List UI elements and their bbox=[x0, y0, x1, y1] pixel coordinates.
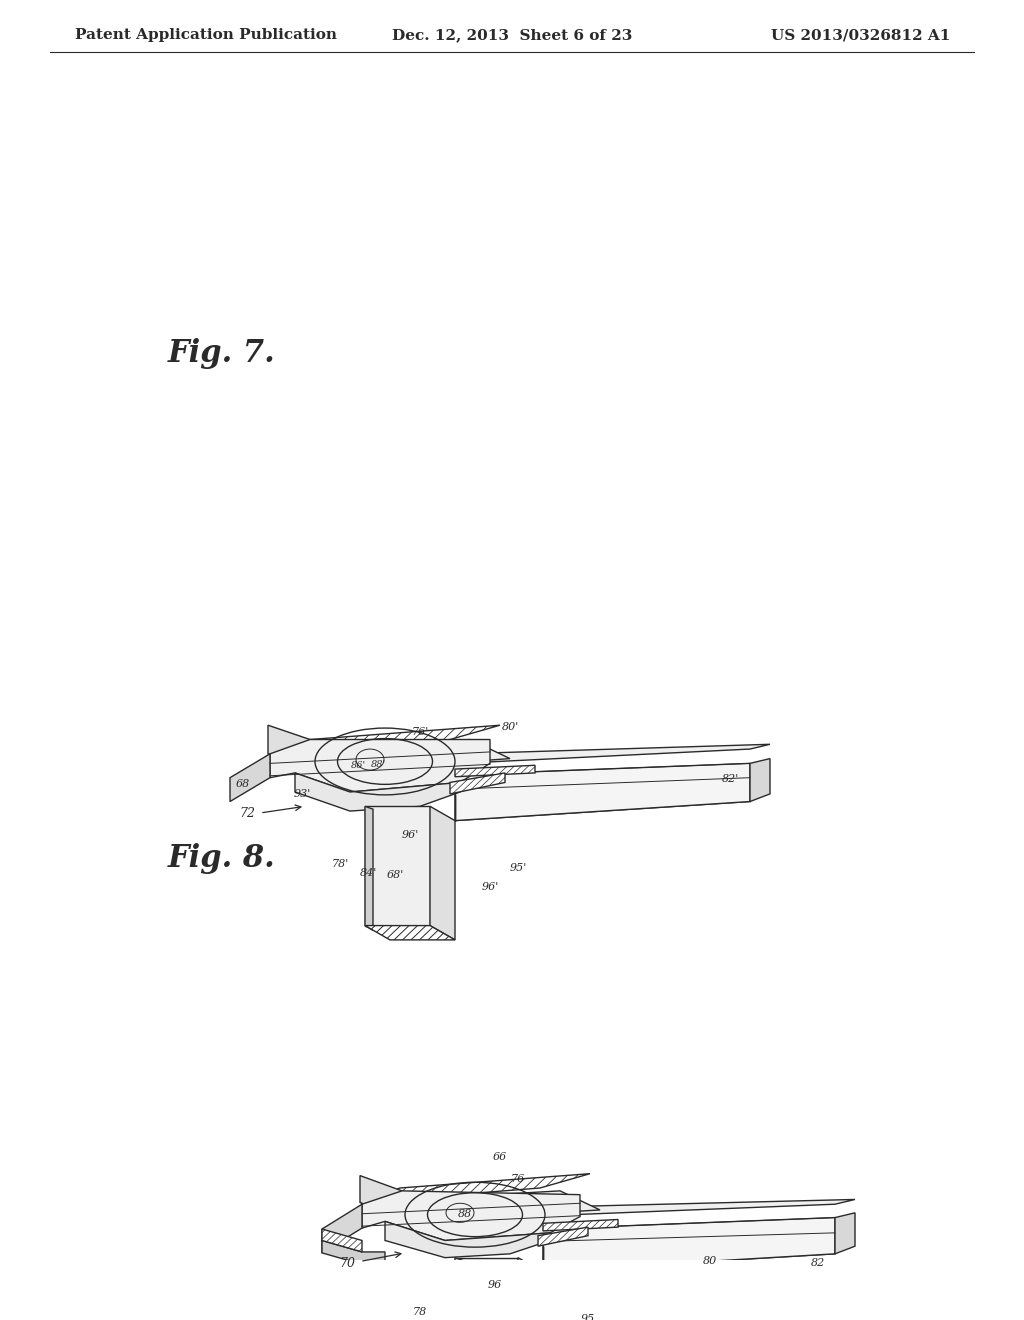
Polygon shape bbox=[385, 1221, 550, 1258]
Polygon shape bbox=[268, 739, 510, 774]
Text: 82': 82' bbox=[721, 774, 738, 784]
Polygon shape bbox=[450, 774, 505, 793]
Polygon shape bbox=[268, 725, 310, 774]
Text: 80': 80' bbox=[502, 722, 518, 733]
Polygon shape bbox=[365, 925, 455, 940]
Polygon shape bbox=[360, 1191, 600, 1221]
Polygon shape bbox=[460, 744, 770, 763]
Polygon shape bbox=[365, 807, 430, 925]
Text: 72: 72 bbox=[239, 808, 255, 821]
Text: 95': 95' bbox=[509, 863, 526, 874]
Polygon shape bbox=[543, 1245, 835, 1271]
Text: Fig. 7.: Fig. 7. bbox=[168, 338, 275, 368]
Polygon shape bbox=[455, 763, 750, 821]
Text: 68: 68 bbox=[236, 779, 250, 789]
Polygon shape bbox=[322, 1229, 362, 1251]
Text: 84': 84' bbox=[359, 869, 377, 878]
Polygon shape bbox=[365, 807, 373, 931]
Polygon shape bbox=[543, 1217, 835, 1271]
Text: 88': 88' bbox=[371, 760, 386, 768]
Text: 76': 76' bbox=[412, 727, 429, 737]
Polygon shape bbox=[455, 792, 750, 821]
Text: 95: 95 bbox=[581, 1313, 595, 1320]
Polygon shape bbox=[543, 1220, 618, 1232]
Text: 88: 88 bbox=[458, 1209, 472, 1218]
Text: Patent Application Publication: Patent Application Publication bbox=[75, 28, 337, 42]
Polygon shape bbox=[750, 759, 770, 801]
Polygon shape bbox=[322, 1241, 385, 1265]
Text: 96': 96' bbox=[401, 830, 419, 840]
Polygon shape bbox=[230, 754, 270, 801]
Text: 78': 78' bbox=[332, 858, 348, 869]
Text: 82: 82 bbox=[811, 1258, 825, 1269]
Polygon shape bbox=[455, 1258, 463, 1320]
Text: Fig. 8.: Fig. 8. bbox=[168, 843, 275, 874]
Text: 86': 86' bbox=[350, 760, 366, 770]
Polygon shape bbox=[548, 1200, 855, 1216]
Text: 66: 66 bbox=[493, 1151, 507, 1162]
Text: 96: 96 bbox=[487, 1280, 502, 1291]
Polygon shape bbox=[270, 739, 490, 792]
Polygon shape bbox=[518, 1258, 543, 1320]
Text: 80: 80 bbox=[702, 1257, 717, 1266]
Polygon shape bbox=[455, 766, 535, 776]
Polygon shape bbox=[360, 1176, 402, 1221]
Polygon shape bbox=[430, 807, 455, 940]
Polygon shape bbox=[538, 1228, 588, 1246]
Text: 93': 93' bbox=[293, 789, 310, 799]
Polygon shape bbox=[360, 1173, 590, 1203]
Polygon shape bbox=[268, 725, 500, 754]
Polygon shape bbox=[322, 1204, 362, 1253]
Text: US 2013/0326812 A1: US 2013/0326812 A1 bbox=[771, 28, 950, 42]
Polygon shape bbox=[295, 774, 460, 810]
Text: 78: 78 bbox=[413, 1307, 427, 1317]
Text: 96': 96' bbox=[481, 882, 499, 892]
Polygon shape bbox=[455, 1258, 518, 1320]
Text: 76: 76 bbox=[511, 1175, 525, 1184]
Text: Dec. 12, 2013  Sheet 6 of 23: Dec. 12, 2013 Sheet 6 of 23 bbox=[392, 28, 632, 42]
Polygon shape bbox=[835, 1213, 855, 1254]
Polygon shape bbox=[362, 1191, 580, 1241]
Text: 68': 68' bbox=[386, 870, 403, 880]
Text: 70: 70 bbox=[339, 1257, 355, 1270]
